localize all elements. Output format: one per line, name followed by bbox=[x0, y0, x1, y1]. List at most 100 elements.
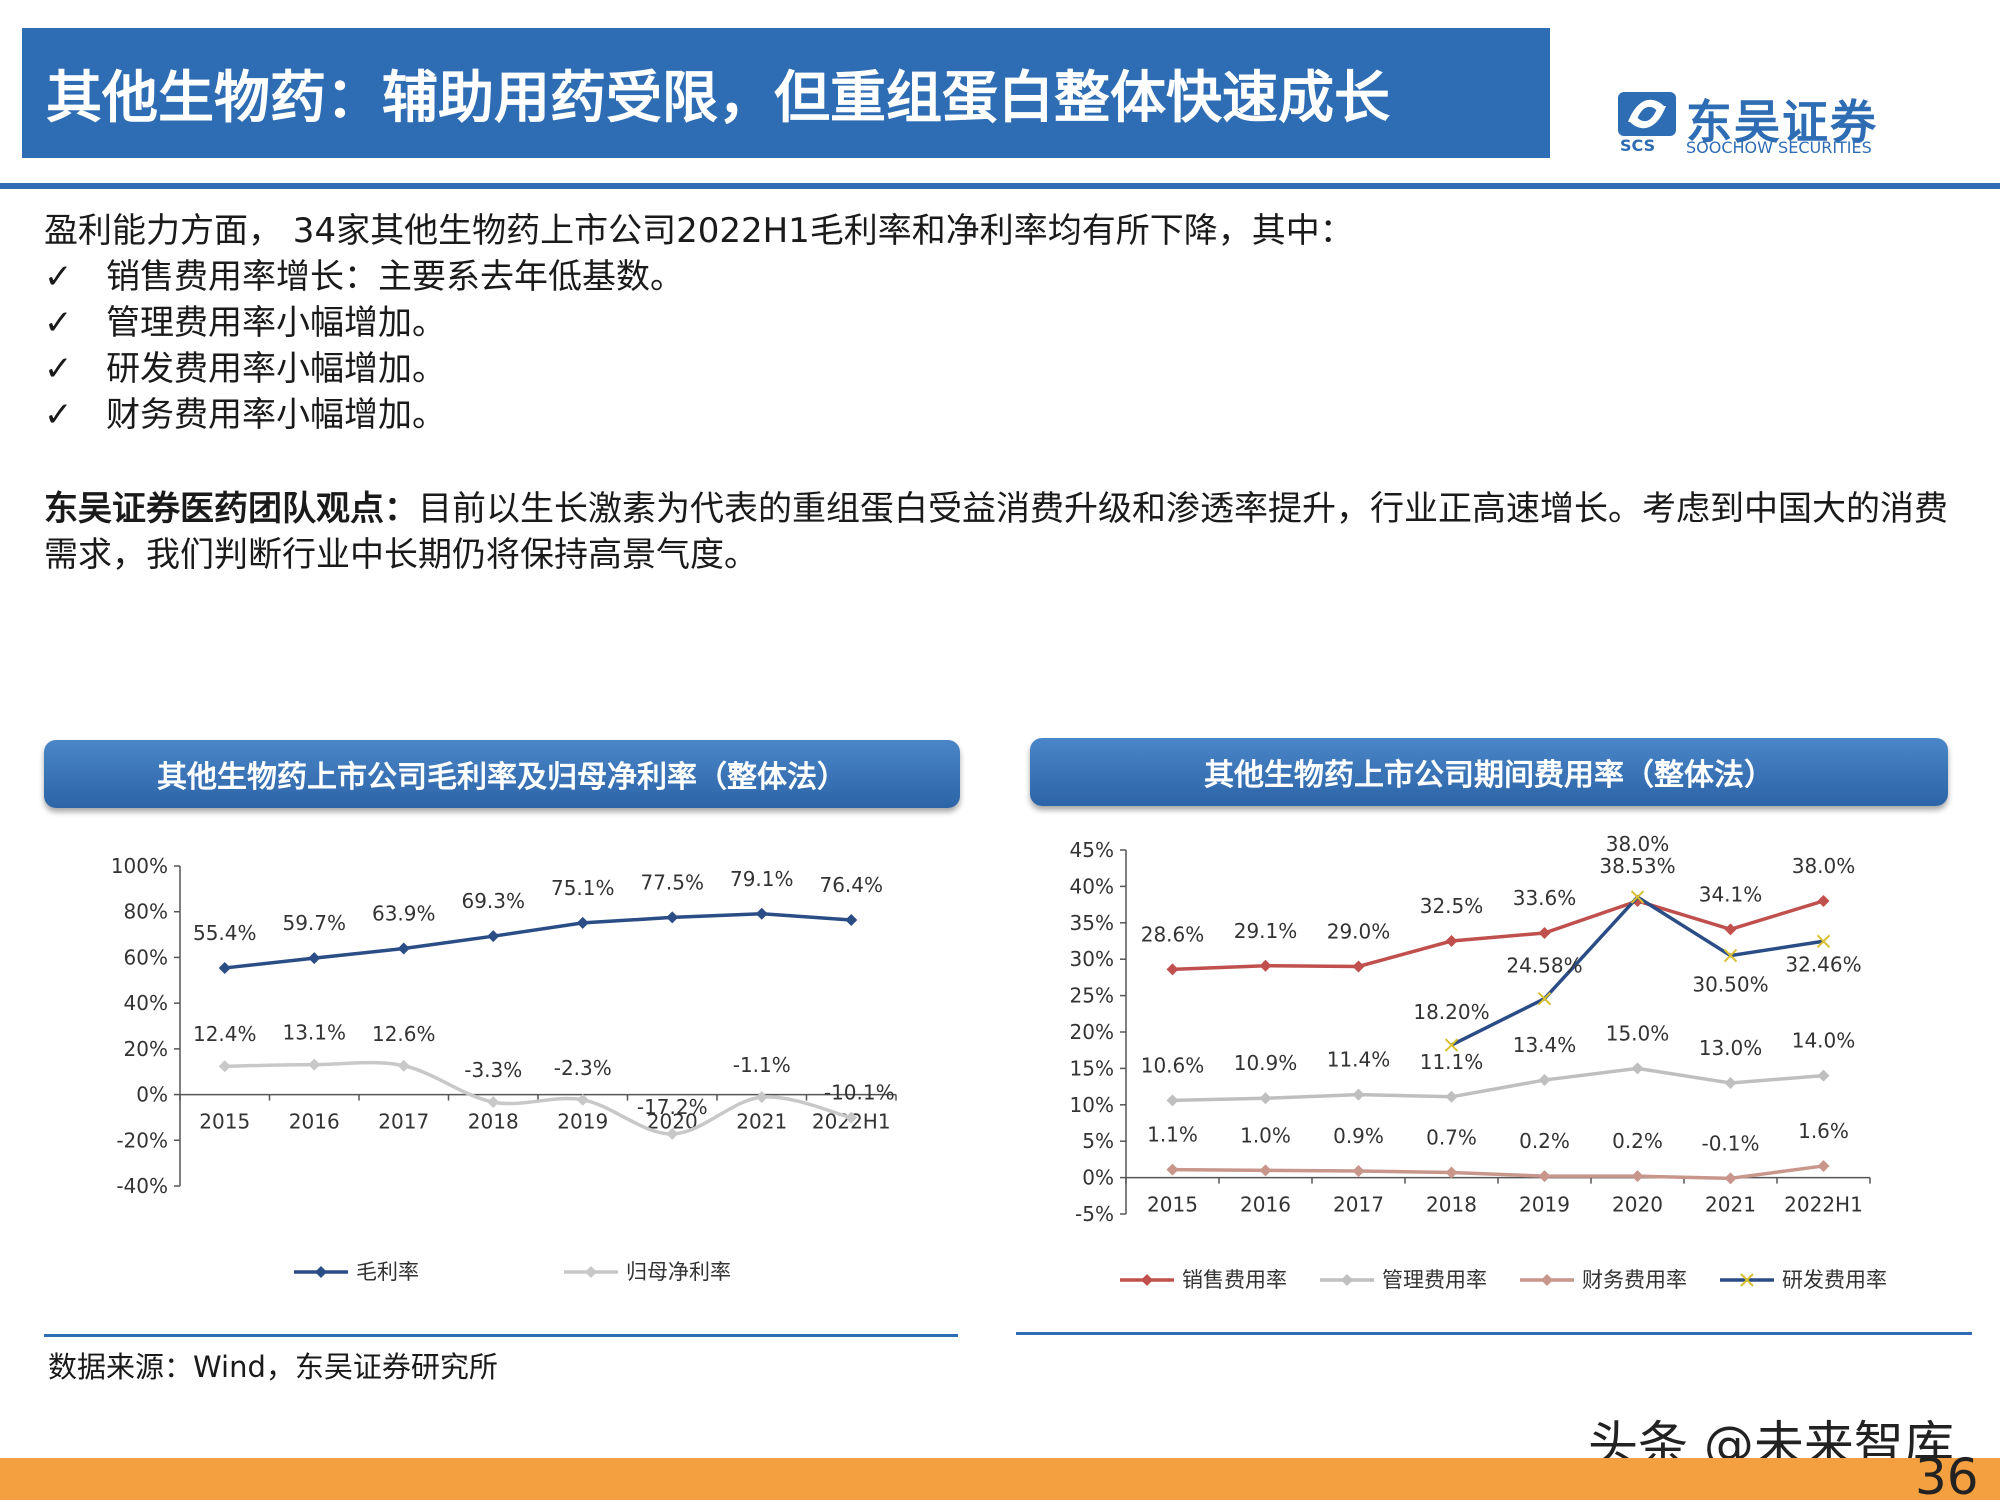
x-tick-label: 2021 bbox=[736, 1110, 787, 1134]
bullet-item: ✓ 管理费用率小幅增加。 bbox=[44, 300, 446, 346]
chart2-bottom-rule bbox=[1016, 1332, 1972, 1335]
chart2-title-panel: 其他生物药上市公司期间费用率（整体法） bbox=[1030, 738, 1948, 806]
logo-english-name: SOOCHOW SECURITIES bbox=[1686, 138, 1872, 157]
x-tick-label: 2016 bbox=[289, 1110, 340, 1134]
data-point bbox=[218, 961, 231, 974]
data-label: 75.1% bbox=[551, 876, 615, 900]
series-line-- bbox=[1172, 899, 1825, 972]
data-label: 0.2% bbox=[1612, 1129, 1663, 1153]
x-tick-label: 2015 bbox=[1147, 1193, 1198, 1217]
y-tick-label: 0% bbox=[136, 1083, 168, 1107]
legend-marker bbox=[1740, 1273, 1754, 1287]
x-tick-label: 2019 bbox=[557, 1110, 608, 1134]
data-label: 34.1% bbox=[1699, 882, 1763, 906]
data-label: 76.4% bbox=[819, 873, 883, 897]
data-point bbox=[1166, 1094, 1179, 1107]
y-tick-label: 45% bbox=[1070, 838, 1114, 862]
data-label: 77.5% bbox=[640, 870, 704, 894]
data-point bbox=[1259, 959, 1272, 972]
chart1-title-panel: 其他生物药上市公司毛利率及归母净利率（整体法） bbox=[44, 740, 960, 808]
y-tick-label: 15% bbox=[1070, 1056, 1114, 1080]
data-label: 11.4% bbox=[1327, 1048, 1391, 1072]
page-number: 36 bbox=[1915, 1448, 1979, 1506]
data-label: 0.9% bbox=[1333, 1124, 1384, 1148]
data-label: 11.1% bbox=[1420, 1050, 1484, 1074]
header-divider bbox=[0, 183, 2000, 189]
data-point bbox=[1444, 1038, 1459, 1052]
company-logo: 东吴证券 SOOCHOW SECURITIES SCS bbox=[1618, 92, 1898, 157]
data-point bbox=[1538, 1170, 1551, 1183]
check-icon: ✓ bbox=[44, 349, 73, 389]
check-icon: ✓ bbox=[44, 395, 73, 435]
data-label: 1.6% bbox=[1798, 1119, 1849, 1143]
y-tick-label: 20% bbox=[1070, 1020, 1114, 1044]
data-point bbox=[1816, 934, 1831, 948]
x-tick-label: 2017 bbox=[1333, 1193, 1384, 1217]
data-label: 24.58% bbox=[1506, 954, 1582, 978]
x-tick-label: 2016 bbox=[1240, 1193, 1291, 1217]
legend-label: 财务费用率 bbox=[1582, 1268, 1687, 1292]
data-point bbox=[1817, 1069, 1830, 1082]
data-point bbox=[666, 911, 679, 924]
y-tick-label: 25% bbox=[1070, 984, 1114, 1008]
legend-label: 毛利率 bbox=[356, 1260, 419, 1284]
data-point bbox=[576, 916, 589, 929]
data-label: 59.7% bbox=[282, 911, 346, 935]
team-view-text: 目前以生长激素为代表的重组蛋白受益消费升级和渗透率提升，行业正高速增长。考虑到中… bbox=[44, 489, 1948, 575]
data-label: -2.3% bbox=[554, 1056, 612, 1080]
series-line-- bbox=[1172, 1066, 1824, 1103]
legend-marker bbox=[1541, 1274, 1553, 1286]
data-point bbox=[1723, 948, 1738, 963]
y-tick-label: -40% bbox=[116, 1174, 168, 1198]
data-label: 1.0% bbox=[1240, 1123, 1291, 1147]
data-label: 15.0% bbox=[1606, 1021, 1670, 1045]
data-point bbox=[1817, 894, 1830, 907]
y-tick-label: 30% bbox=[1070, 947, 1114, 971]
x-tick-label: 2022H1 bbox=[1784, 1193, 1863, 1217]
data-point bbox=[487, 1096, 500, 1109]
data-label: 63.9% bbox=[372, 902, 436, 926]
data-point bbox=[1724, 1076, 1737, 1089]
data-label: -17.2% bbox=[637, 1095, 708, 1119]
data-point bbox=[1724, 923, 1737, 936]
team-view-label: 东吴证券医药团队观点： bbox=[44, 489, 418, 529]
data-label: 38.0% bbox=[1606, 832, 1670, 856]
chart-expense-rates: -5% 0% 5% 10% 15% 20% 25% 30% 35% 40% 45% 2015 2016 2… bbox=[1070, 832, 1887, 1292]
y-tick-label: 10% bbox=[1070, 1093, 1114, 1117]
x-tick-label: 2018 bbox=[1426, 1193, 1477, 1217]
data-point bbox=[1352, 1088, 1365, 1101]
x-tick-label: 2017 bbox=[378, 1110, 429, 1134]
data-label: 79.1% bbox=[730, 867, 794, 891]
bullet-item: ✓ 财务费用率小幅增加。 bbox=[44, 392, 446, 438]
data-label: 30.50% bbox=[1692, 973, 1768, 997]
data-point bbox=[487, 930, 500, 943]
data-point bbox=[576, 1093, 589, 1106]
data-point bbox=[1630, 890, 1645, 904]
y-tick-label: 40% bbox=[1070, 874, 1114, 898]
legend-marker bbox=[1341, 1274, 1353, 1286]
data-point bbox=[1352, 1165, 1365, 1178]
data-point bbox=[308, 952, 321, 965]
team-view-paragraph: 东吴证券医药团队观点：目前以生长激素为代表的重组蛋白受益消费升级和渗透率提升，行… bbox=[44, 486, 1964, 578]
series-line-- bbox=[1172, 1164, 1824, 1181]
data-label: 14.0% bbox=[1792, 1029, 1856, 1053]
data-label: 32.5% bbox=[1420, 894, 1484, 918]
data-point bbox=[397, 942, 410, 955]
data-label: 13.0% bbox=[1699, 1036, 1763, 1060]
data-point bbox=[1538, 926, 1551, 939]
data-label: 33.6% bbox=[1513, 886, 1577, 910]
legend-marker bbox=[1141, 1274, 1153, 1286]
data-label: 1.1% bbox=[1147, 1123, 1198, 1147]
chart1-bottom-rule bbox=[44, 1334, 958, 1337]
data-point bbox=[1445, 1166, 1458, 1179]
y-tick-label: 5% bbox=[1082, 1129, 1114, 1153]
data-point bbox=[1166, 1163, 1179, 1176]
data-label: -1.1% bbox=[733, 1053, 791, 1077]
x-tick-label: 2018 bbox=[468, 1110, 519, 1134]
y-tick-label: 80% bbox=[124, 900, 168, 924]
data-point bbox=[1538, 1074, 1551, 1087]
check-icon: ✓ bbox=[44, 257, 73, 297]
data-label: 28.6% bbox=[1141, 922, 1205, 946]
data-label: -0.1% bbox=[1701, 1131, 1759, 1155]
data-label: 13.1% bbox=[282, 1021, 346, 1045]
